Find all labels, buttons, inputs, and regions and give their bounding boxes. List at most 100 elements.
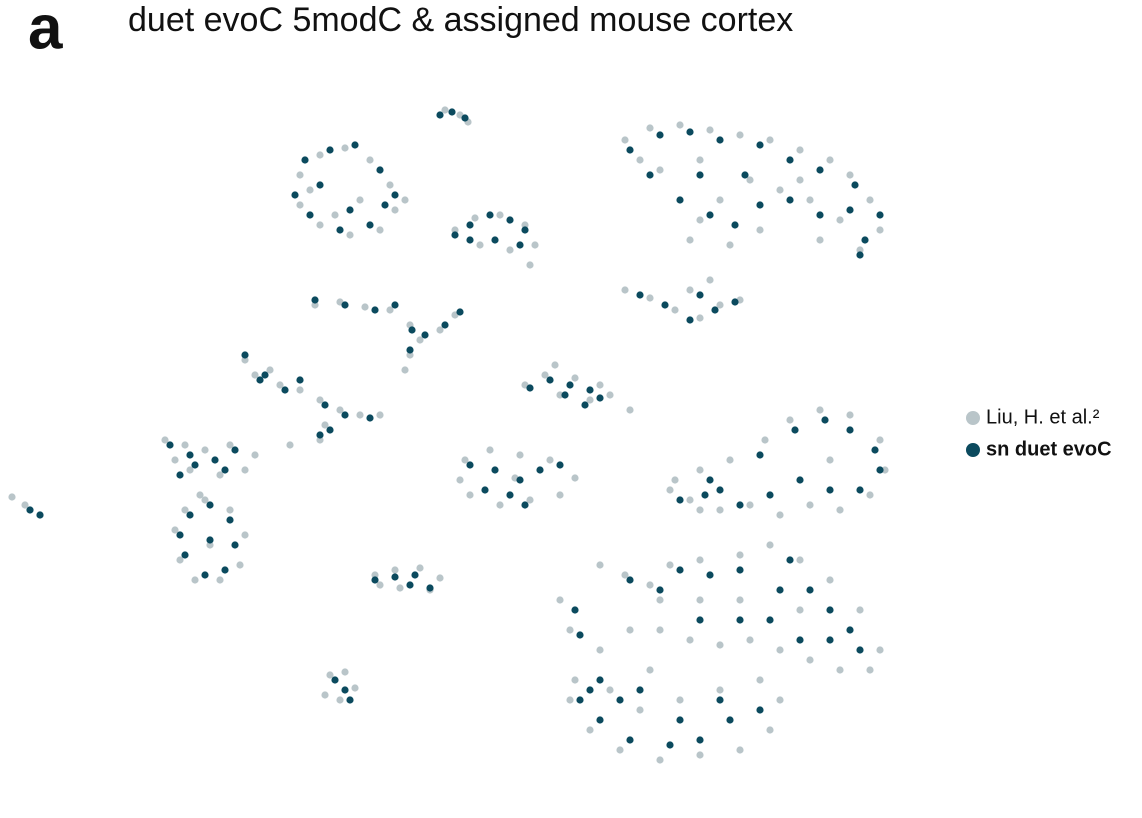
chart-title: duet evoC 5modC & assigned mouse cortex	[128, 1, 793, 39]
point	[716, 506, 724, 514]
point	[626, 576, 634, 584]
point	[566, 626, 574, 634]
point	[376, 226, 384, 234]
point	[496, 501, 504, 509]
point	[716, 641, 724, 649]
point	[696, 751, 704, 759]
point	[401, 196, 409, 204]
point	[491, 236, 499, 244]
point	[456, 476, 464, 484]
point	[826, 156, 834, 164]
point	[731, 298, 739, 306]
point	[851, 181, 859, 189]
point	[211, 456, 219, 464]
point	[231, 446, 239, 454]
point	[756, 201, 764, 209]
point	[521, 221, 529, 229]
point	[776, 511, 784, 519]
point	[406, 351, 414, 359]
point	[546, 456, 554, 464]
point	[241, 351, 249, 359]
point	[286, 441, 294, 449]
legend-marker	[966, 411, 980, 425]
point	[226, 506, 234, 514]
point	[326, 426, 334, 434]
point	[761, 436, 769, 444]
point	[756, 676, 764, 684]
point	[376, 411, 384, 419]
point	[316, 396, 324, 404]
point	[476, 241, 484, 249]
point	[706, 211, 714, 219]
point	[746, 501, 754, 509]
point	[506, 246, 514, 254]
point	[626, 626, 634, 634]
point	[581, 401, 589, 409]
point	[711, 306, 719, 314]
point	[846, 426, 854, 434]
point	[176, 531, 184, 539]
point	[821, 416, 829, 424]
point	[526, 496, 534, 504]
point	[176, 556, 184, 564]
point	[161, 436, 169, 444]
point	[741, 171, 749, 179]
point	[856, 646, 864, 654]
point	[706, 571, 714, 579]
point	[656, 596, 664, 604]
point	[326, 146, 334, 154]
point	[26, 506, 34, 514]
point	[461, 456, 469, 464]
point	[451, 231, 459, 239]
point	[361, 303, 369, 311]
point	[376, 581, 384, 589]
point	[696, 556, 704, 564]
point	[531, 241, 539, 249]
point	[876, 436, 884, 444]
point	[736, 131, 744, 139]
point	[546, 376, 554, 384]
point	[466, 491, 474, 499]
point	[766, 491, 774, 499]
point	[756, 141, 764, 149]
point	[36, 511, 44, 519]
point	[676, 121, 684, 129]
point	[726, 716, 734, 724]
point	[696, 616, 704, 624]
point	[441, 321, 449, 329]
point	[846, 206, 854, 214]
point	[451, 226, 459, 234]
point	[856, 486, 864, 494]
point	[676, 716, 684, 724]
point	[836, 666, 844, 674]
point	[448, 108, 456, 116]
point	[646, 666, 654, 674]
point	[791, 426, 799, 434]
point	[386, 181, 394, 189]
point	[661, 301, 669, 309]
point	[576, 631, 584, 639]
point	[826, 606, 834, 614]
point	[341, 668, 349, 676]
point	[466, 461, 474, 469]
point	[696, 156, 704, 164]
point	[656, 626, 664, 634]
point	[521, 501, 529, 509]
point	[646, 124, 654, 132]
point	[456, 308, 464, 316]
point	[666, 486, 674, 494]
point	[296, 201, 304, 209]
point	[566, 381, 574, 389]
point	[776, 646, 784, 654]
point	[731, 221, 739, 229]
point	[306, 186, 314, 194]
point	[626, 146, 634, 154]
point	[356, 196, 364, 204]
point	[746, 176, 754, 184]
point	[396, 584, 404, 592]
point	[416, 564, 424, 572]
point	[331, 676, 339, 684]
point	[281, 386, 289, 394]
point	[306, 211, 314, 219]
point	[366, 414, 374, 422]
